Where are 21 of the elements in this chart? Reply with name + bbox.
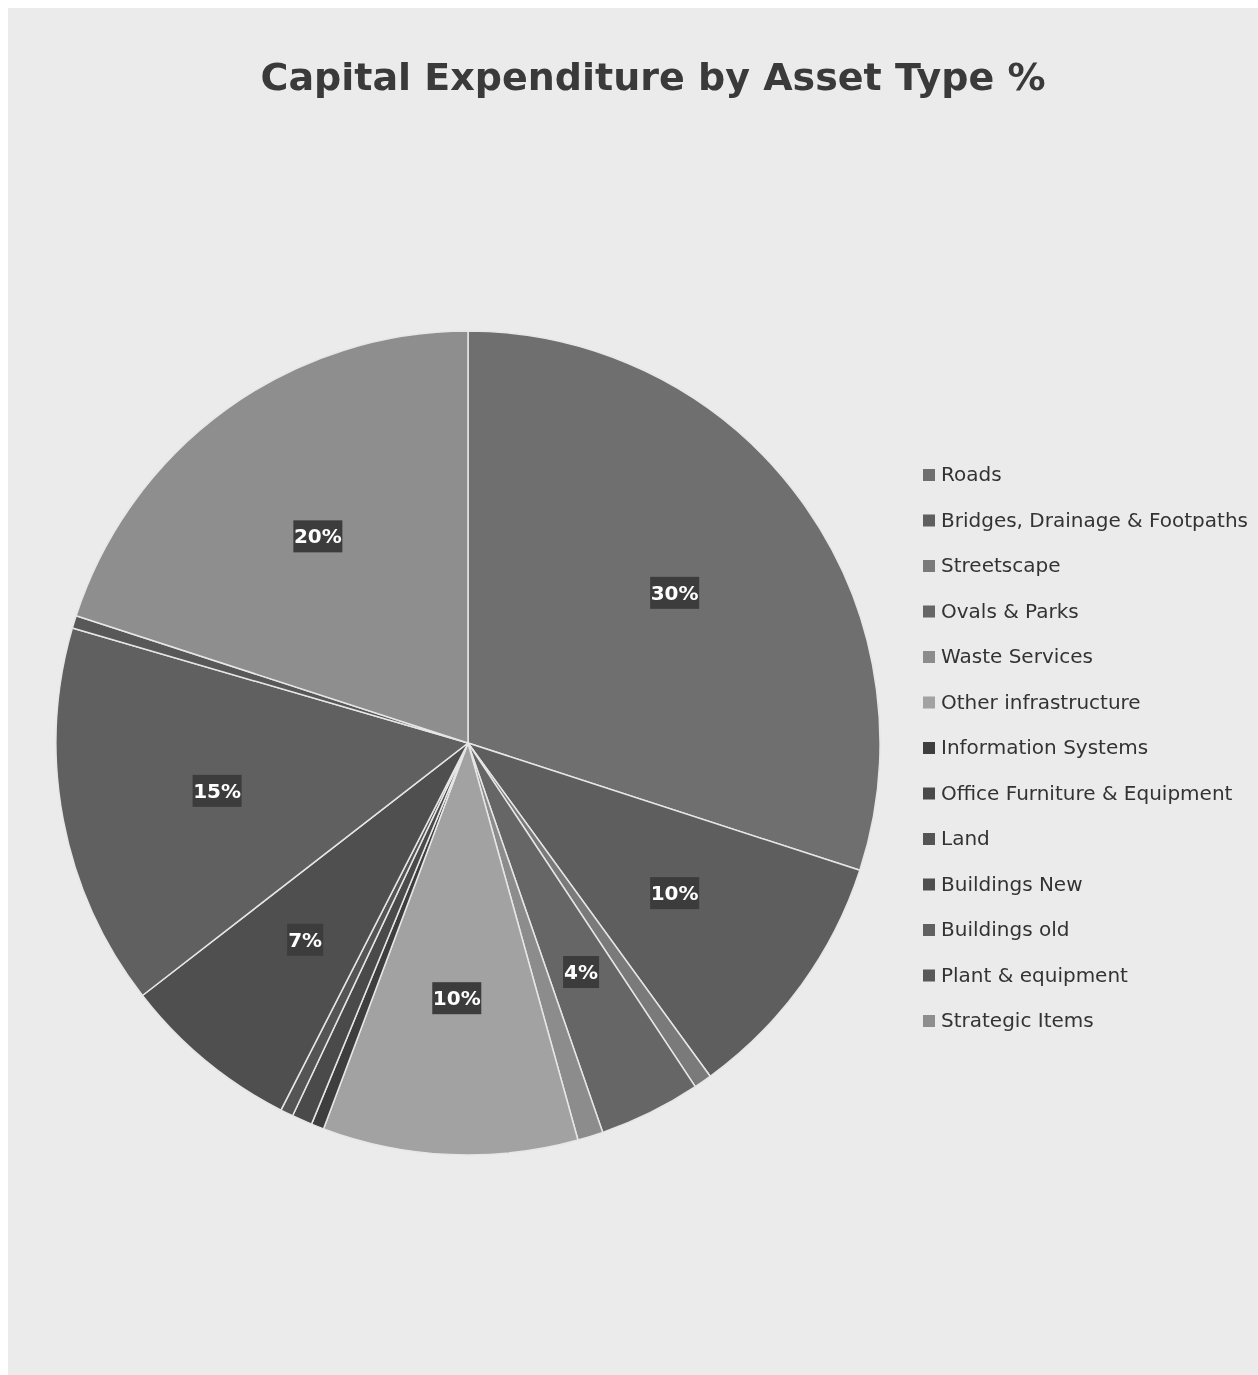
data-label: 20% xyxy=(293,524,342,549)
legend-label: Other infrastructure xyxy=(941,689,1141,714)
legend-label: Ovals & Parks xyxy=(941,598,1079,623)
data-label: 7% xyxy=(288,927,323,952)
legend-label: Information Systems xyxy=(941,735,1149,759)
data-label: 15% xyxy=(193,778,242,803)
legend-label: Streetscape xyxy=(941,553,1061,577)
data-label: 4% xyxy=(564,960,599,985)
data-label: 10% xyxy=(432,986,481,1011)
legend-label: Bridges, Drainage & Footpaths xyxy=(941,507,1249,532)
chart-title: Capital Expenditure by Asset Type % xyxy=(260,55,1046,99)
legend-label: Office Furniture & Equipment xyxy=(941,780,1233,805)
legend-label: Land xyxy=(941,826,990,850)
legend-label: Roads xyxy=(941,462,1002,486)
data-label: 10% xyxy=(650,881,699,906)
legend-label: Waste Services xyxy=(941,644,1094,668)
legend-label: Buildings New xyxy=(941,871,1083,896)
legend-label: Plant & equipment xyxy=(941,962,1129,987)
data-label: 30% xyxy=(650,580,699,605)
legend-label: Buildings old xyxy=(941,917,1070,941)
legend-label: Strategic Items xyxy=(941,1008,1094,1032)
